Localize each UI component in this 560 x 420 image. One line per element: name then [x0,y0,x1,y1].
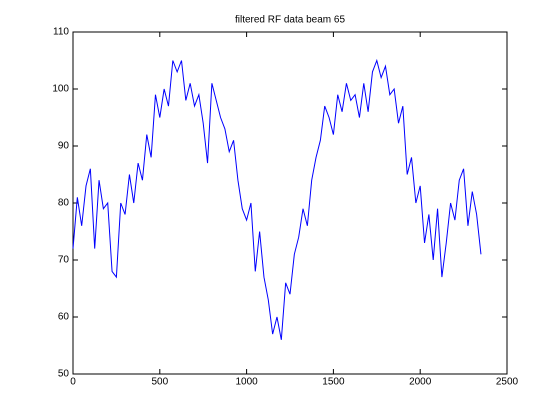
data-line [72,58,482,340]
x-tick-label: 0 [70,377,76,388]
x-tick-label: 2000 [409,377,432,388]
y-tick-label: 70 [58,255,70,266]
y-tick-label: 110 [53,27,69,38]
y-tick-label: 80 [58,198,70,209]
chart-title: filtered RF data beam 65 [235,15,345,26]
y-tick-label: 90 [58,141,70,152]
x-tick-label: 500 [151,377,168,388]
x-tick-label: 2500 [496,377,519,388]
x-tick-label: 1500 [322,377,345,388]
x-tick-label: 1000 [235,377,258,388]
y-tick-label: 50 [58,369,70,380]
y-tick-label: 100 [52,84,69,95]
y-tick-label: 60 [58,312,70,323]
